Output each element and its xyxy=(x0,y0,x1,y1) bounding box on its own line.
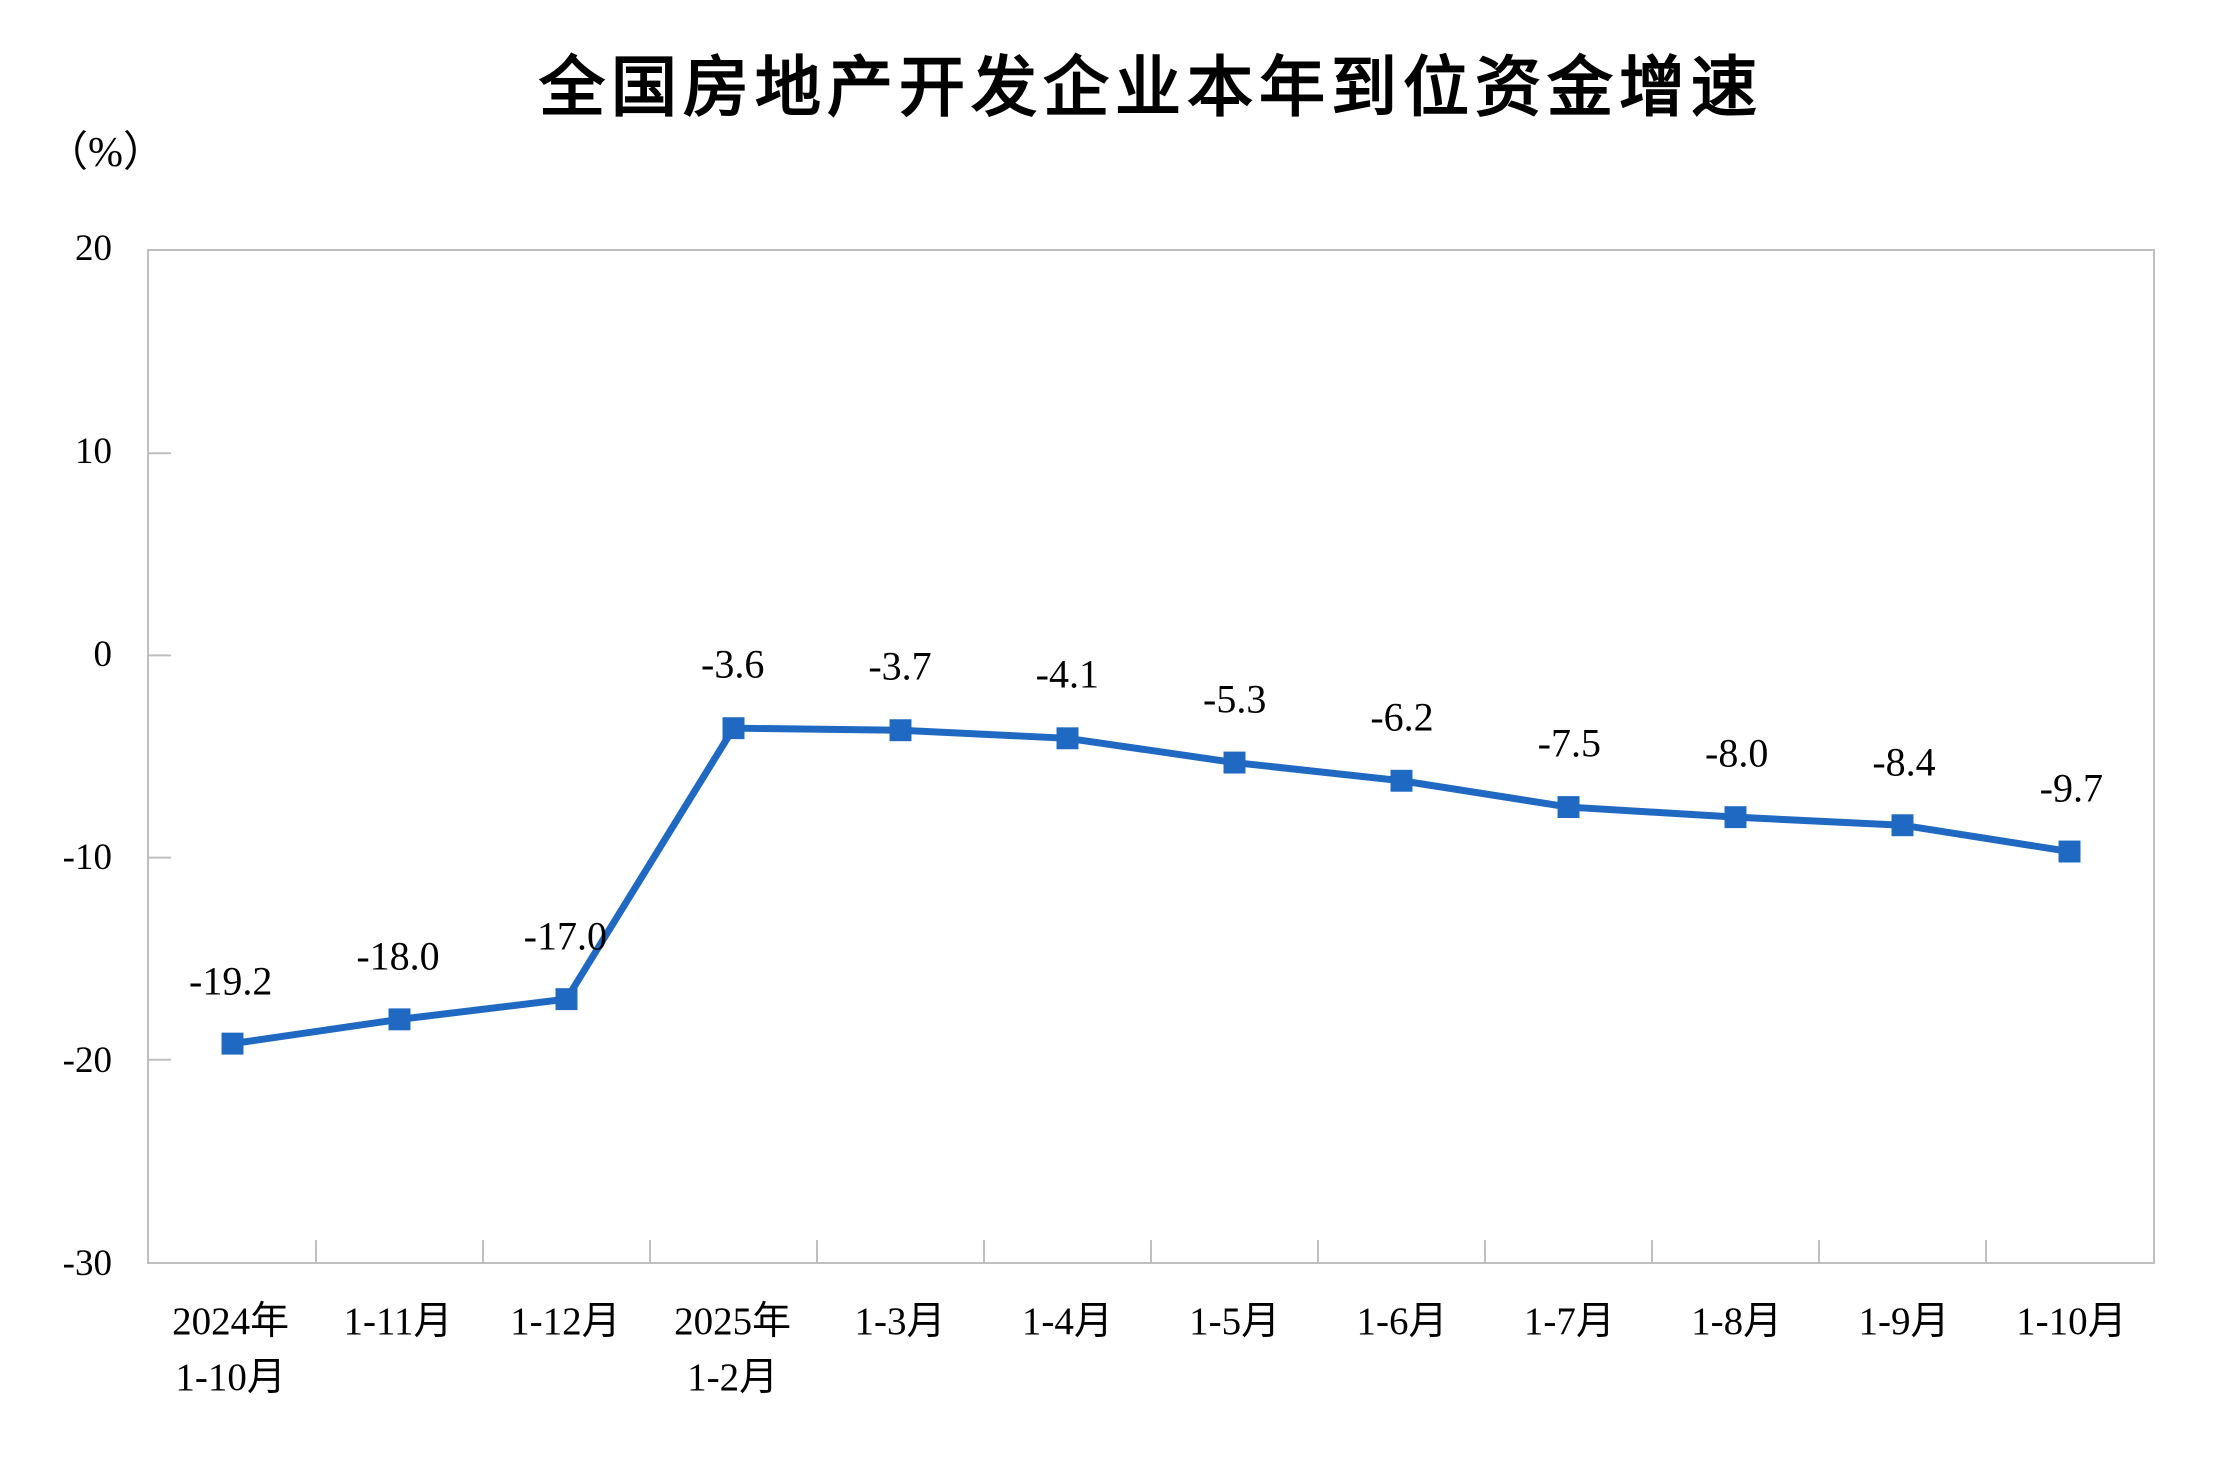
data-point-label: -6.2 xyxy=(1370,694,1434,740)
x-category-label: 1-10月 xyxy=(2016,1300,2127,1343)
data-point-marker xyxy=(1056,727,1079,750)
data-point-marker xyxy=(2058,840,2081,863)
data-point-label: -8.0 xyxy=(1704,730,1769,776)
data-point-label: -19.2 xyxy=(188,958,273,1004)
x-category-label: 1-11月 xyxy=(343,1300,453,1343)
x-category-label: 1-4月 xyxy=(1021,1300,1113,1343)
series-line xyxy=(231,724,2071,1048)
data-point-marker xyxy=(388,1008,411,1031)
data-point-label: -4.1 xyxy=(1035,651,1099,697)
y-tick-label: -30 xyxy=(62,1243,112,1284)
x-category-label: 1-12月 xyxy=(510,1300,621,1343)
data-point-marker xyxy=(889,719,912,742)
y-axis-unit-label: （%） xyxy=(46,130,165,176)
data-point-label: -5.3 xyxy=(1202,676,1267,722)
x-category-label: 1-8月 xyxy=(1691,1300,1783,1343)
data-point-label: -17.0 xyxy=(523,913,607,959)
line-chart-svg xyxy=(149,452,2081,1262)
x-category-label: 2024年 1-10月 xyxy=(172,1300,290,1399)
data-point-marker xyxy=(722,717,745,740)
x-category-label: 1-7月 xyxy=(1523,1300,1615,1343)
data-point-marker xyxy=(221,1032,244,1055)
data-point-label: -7.5 xyxy=(1537,720,1601,766)
data-point-label: -8.4 xyxy=(1872,739,1936,785)
data-point-marker xyxy=(1557,796,1580,819)
plot-area xyxy=(147,249,2155,1264)
x-category-label: 1-9月 xyxy=(1858,1300,1950,1343)
data-point-marker xyxy=(1223,751,1246,774)
x-category-label: 1-5月 xyxy=(1189,1300,1281,1343)
data-point-marker xyxy=(555,988,578,1011)
data-point-label: -9.7 xyxy=(2039,765,2103,811)
y-tick-label: 10 xyxy=(75,431,112,472)
x-category-label: 1-6月 xyxy=(1356,1300,1448,1343)
data-point-label: -3.6 xyxy=(700,641,765,687)
data-point-marker xyxy=(1891,814,1914,837)
data-point-marker xyxy=(1390,769,1413,792)
y-tick-label: -10 xyxy=(62,837,112,878)
data-point-marker xyxy=(1724,806,1747,829)
x-category-label: 1-3月 xyxy=(854,1300,946,1343)
x-category-label: 2025年 1-2月 xyxy=(674,1300,792,1399)
y-tick-label: 0 xyxy=(93,634,113,675)
data-point-label: -3.7 xyxy=(868,643,932,689)
y-tick-label: 20 xyxy=(75,228,112,269)
chart-title: 全国房地产开发企业本年到位资金增速 xyxy=(539,50,1763,124)
data-point-label: -18.0 xyxy=(356,933,440,979)
y-tick-label: -20 xyxy=(62,1040,112,1081)
